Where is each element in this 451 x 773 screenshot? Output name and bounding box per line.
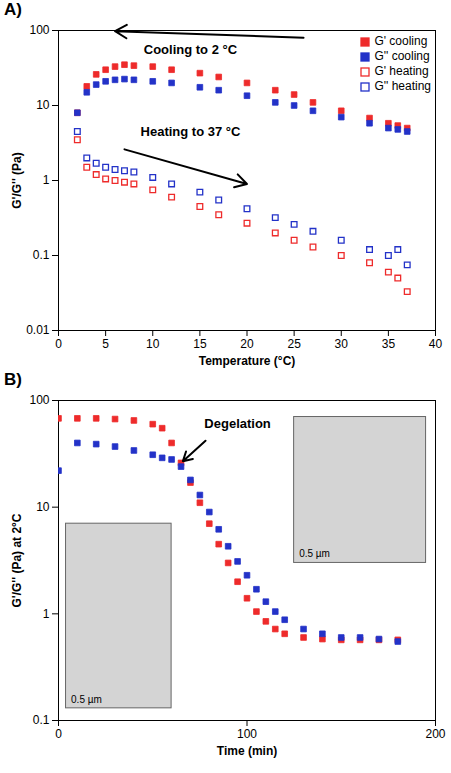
- svg-text:200: 200: [425, 727, 445, 741]
- svg-text:0: 0: [55, 337, 62, 351]
- svg-text:30: 30: [335, 337, 349, 351]
- svg-text:Time (min): Time (min): [217, 744, 277, 758]
- svg-text:40: 40: [429, 337, 443, 351]
- svg-text:0.01: 0.01: [26, 323, 50, 337]
- html-text:A): A): [4, 0, 22, 19]
- svg-text:100: 100: [29, 393, 49, 407]
- svg-text:5: 5: [102, 337, 109, 351]
- svg-text:Temperature (°C): Temperature (°C): [199, 354, 296, 368]
- svg-text:0.5 µm: 0.5 µm: [71, 694, 102, 705]
- svg-text:15: 15: [193, 337, 207, 351]
- svg-text:20: 20: [240, 337, 254, 351]
- svg-text:0.1: 0.1: [33, 713, 50, 727]
- svg-text:10: 10: [36, 500, 50, 514]
- svg-text:G'/G'' (Pa): G'/G'' (Pa): [10, 152, 24, 209]
- html-text:G' cooling: G' cooling: [374, 34, 428, 48]
- svg-text:G'/G'' (Pa) at 2°C: G'/G'' (Pa) at 2°C: [10, 513, 24, 607]
- svg-text:Heating to 37 °C: Heating to 37 °C: [141, 124, 241, 139]
- svg-text:0.5 µm: 0.5 µm: [299, 548, 330, 559]
- html-text:G'' heating: G'' heating: [374, 79, 431, 93]
- svg-text:1: 1: [43, 607, 50, 621]
- svg-text:100: 100: [237, 727, 257, 741]
- svg-text:25: 25: [287, 337, 301, 351]
- svg-text:10: 10: [36, 98, 50, 112]
- html-text:B): B): [4, 370, 22, 389]
- svg-text:0.1: 0.1: [33, 248, 50, 262]
- svg-text:Cooling to 2 °C: Cooling to 2 °C: [144, 42, 238, 57]
- svg-text:Degelation: Degelation: [204, 416, 271, 431]
- html-text:G'' cooling: G'' cooling: [374, 49, 430, 63]
- svg-text:1: 1: [43, 173, 50, 187]
- svg-text:100: 100: [29, 23, 49, 37]
- svg-text:10: 10: [146, 337, 160, 351]
- html-text:G' heating: G' heating: [374, 64, 429, 78]
- svg-text:35: 35: [382, 337, 396, 351]
- svg-text:0: 0: [55, 727, 62, 741]
